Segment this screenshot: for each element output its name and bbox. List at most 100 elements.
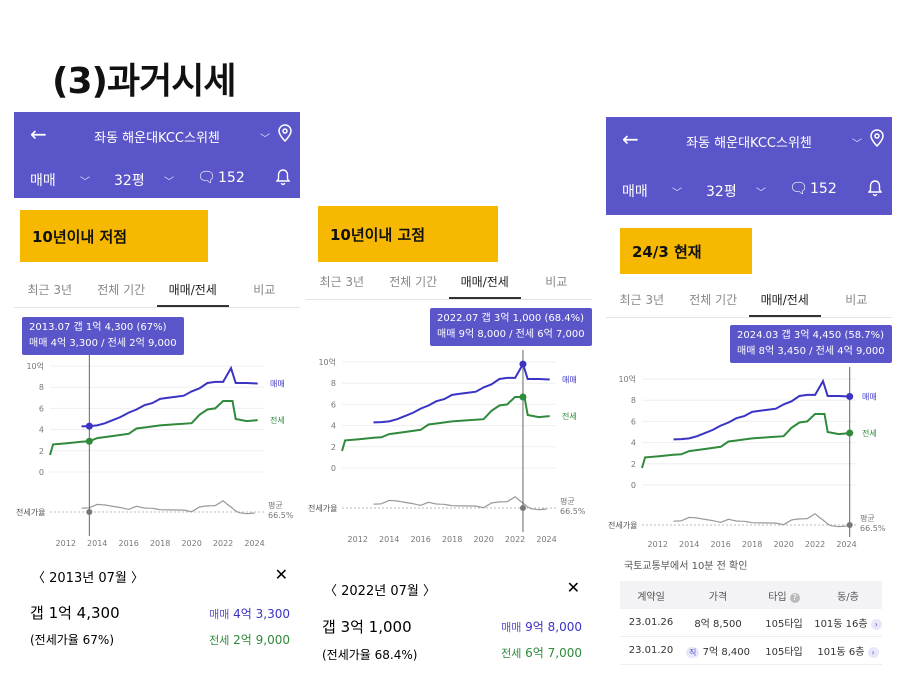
- x-tick-label: 2020: [773, 540, 793, 549]
- chevron-right-icon[interactable]: ›: [867, 647, 879, 658]
- tooltip-line-1: 2024.03 갭 3억 4,450 (58.7%): [737, 330, 885, 341]
- tab-all-period[interactable]: 전체 기간: [97, 283, 146, 297]
- ratio-line: [81, 499, 255, 515]
- x-tick-label: 2014: [87, 539, 107, 548]
- jeonse-marker: [85, 437, 93, 445]
- x-tick-label: 2018: [742, 540, 762, 549]
- y-tick-label: 2: [331, 443, 336, 452]
- tab-compare[interactable]: 비교: [253, 283, 276, 297]
- back-arrow-icon[interactable]: ←: [622, 127, 639, 151]
- jeonse-marker: [846, 429, 854, 437]
- jeonse-ratio: (전세가율 68.4%): [322, 648, 418, 662]
- y-tick-label: 2: [39, 447, 44, 456]
- table-row[interactable]: 23.01.26 8억 8,500 105타입 101동 16층 ›: [620, 609, 882, 637]
- col-date: 계약일: [637, 591, 665, 603]
- location-pin-icon[interactable]: [278, 124, 292, 142]
- size-select[interactable]: 32평: [114, 173, 145, 189]
- x-tick-label: 2018: [150, 539, 170, 548]
- apartment-name[interactable]: 좌동 해운대KCC스위첸: [94, 131, 220, 146]
- chevron-left-icon[interactable]: 〈: [32, 571, 50, 586]
- comment-icon[interactable]: 🗨: [197, 168, 217, 186]
- sale-marker: [846, 392, 854, 400]
- chart-tooltip: 2024.03 갭 3억 4,450 (58.7%) 매매 8억 3,450 /…: [730, 325, 892, 363]
- x-tick-label: 2020: [181, 539, 201, 548]
- chevron-right-icon[interactable]: 〉: [126, 571, 144, 586]
- tab-all-period[interactable]: 전체 기간: [389, 275, 438, 289]
- tab-recent-3y[interactable]: 최근 3년: [319, 275, 365, 289]
- trade-type-select[interactable]: 매매: [30, 173, 56, 189]
- series-label: 매매: [562, 375, 577, 384]
- comment-count[interactable]: 152: [810, 181, 837, 197]
- series-line-jeonse: [641, 413, 850, 469]
- tab-sale-jeonse[interactable]: 매매/전세: [449, 266, 521, 299]
- app-header: ← 좌동 해운대KCC스위첸 ﹀ 매매 ﹀ 32평 ﹀ 🗨 152: [14, 112, 300, 198]
- col-type[interactable]: 타입 ?: [754, 588, 814, 603]
- close-icon[interactable]: ✕: [274, 565, 288, 584]
- screenshot-panel-low: ← 좌동 해운대KCC스위첸 ﹀ 매매 ﹀ 32평 ﹀ 🗨 152 10년이내 …: [14, 112, 300, 672]
- trade-type-select[interactable]: 매매: [622, 184, 648, 200]
- series-label: 전세: [562, 411, 577, 421]
- tab-recent-3y[interactable]: 최근 3년: [619, 293, 665, 307]
- table-row[interactable]: 23.01.20 직 7억 8,400 105타입 101동 6층 ›: [620, 637, 882, 665]
- ratio-label: 전세가율: [16, 507, 45, 517]
- chevron-right-icon[interactable]: 〉: [418, 584, 436, 599]
- series-line-jeonse: [49, 400, 258, 456]
- back-arrow-icon[interactable]: ←: [30, 122, 47, 146]
- chevron-right-icon[interactable]: ›: [870, 619, 882, 630]
- jeonse-price-row: 전세 6억 7,000: [501, 646, 582, 660]
- screenshot-panel-high: 10년이내 고점 최근 3년 전체 기간 매매/전세 비교 2022.07 갭 …: [306, 198, 592, 668]
- page-title: (3)과거시세: [52, 61, 236, 102]
- jeonse-ratio: (전세가율 67%): [30, 633, 115, 647]
- location-pin-icon[interactable]: [870, 129, 884, 147]
- series-label: 전세: [862, 428, 877, 438]
- x-tick-label: 2012: [348, 535, 368, 544]
- x-tick-label: 2024: [836, 540, 856, 549]
- y-tick-label: 8: [631, 396, 636, 405]
- direct-trade-badge: 직: [686, 647, 700, 658]
- y-tick-label: 8: [331, 379, 336, 388]
- x-tick-label: 2022: [805, 540, 825, 549]
- series-line-sale: [373, 361, 550, 424]
- x-tick-label: 2024: [244, 539, 264, 548]
- tab-sale-jeonse[interactable]: 매매/전세: [749, 284, 821, 317]
- avg-label: 평균: [560, 496, 575, 506]
- series-line-sale: [81, 365, 258, 428]
- tab-recent-3y[interactable]: 최근 3년: [27, 283, 73, 297]
- tab-all-period[interactable]: 전체 기간: [689, 293, 738, 307]
- avg-label: 평균: [860, 513, 875, 523]
- help-icon[interactable]: ?: [789, 592, 800, 603]
- ratio-marker: [86, 509, 93, 515]
- gap-value: 갭 3억 1,000: [322, 618, 412, 636]
- tooltip-line-2: 매매 4억 3,300 / 전세 2억 9,000: [29, 338, 177, 349]
- tab-compare[interactable]: 비교: [845, 293, 868, 307]
- x-tick-label: 2014: [379, 535, 399, 544]
- comment-icon[interactable]: 🗨: [789, 179, 809, 197]
- price-chart[interactable]: 10억 8 6 4 2 0 2012 2014 2016 2018 2020 2022 2024 매매전세…: [306, 350, 592, 546]
- bell-icon[interactable]: [868, 179, 882, 197]
- price-chart[interactable]: 10억 8 6 4 2 0 2012 2014 2016 2018 2020 2022 2024 매매전세…: [14, 354, 300, 550]
- highlight-tag: 10년이내 고점: [318, 206, 498, 262]
- chevron-down-icon[interactable]: ﹀: [260, 134, 270, 145]
- tab-sale-jeonse[interactable]: 매매/전세: [157, 274, 229, 307]
- selected-month: 2013년 07월: [49, 571, 127, 586]
- x-tick-label: 2022: [505, 535, 525, 544]
- apartment-name[interactable]: 좌동 해운대KCC스위첸: [686, 136, 812, 151]
- y-tick-label: 6: [631, 417, 636, 426]
- chevron-left-icon[interactable]: 〈: [324, 584, 342, 599]
- y-tick-label: 10억: [618, 374, 636, 384]
- size-select[interactable]: 32평: [706, 184, 737, 200]
- jeonse-price-row: 전세 2억 9,000: [209, 633, 290, 647]
- close-icon[interactable]: ✕: [566, 578, 580, 597]
- col-floor: 동/층: [837, 591, 859, 603]
- y-tick-label: 6: [39, 404, 44, 413]
- bell-icon[interactable]: [276, 168, 290, 186]
- app-header: ← 좌동 해운대KCC스위첸 ﹀ 매매 ﹀ 32평 ﹀ 🗨 152: [606, 117, 892, 215]
- chevron-down-icon[interactable]: ﹀: [852, 139, 862, 150]
- table-header: 계약일 가격 타입 ? 동/층: [620, 581, 882, 609]
- chevron-down-icon: ﹀: [756, 188, 766, 199]
- chart-tabs: 최근 3년 전체 기간 매매/전세 비교: [14, 274, 300, 308]
- comment-count[interactable]: 152: [218, 170, 245, 186]
- tab-compare[interactable]: 비교: [545, 275, 568, 289]
- chart-tooltip: 2022.07 갭 3억 1,000 (68.4%) 매매 9억 8,000 /…: [430, 308, 592, 346]
- price-chart[interactable]: 10억 8 6 4 2 0 2012 2014 2016 2018 2020 2022 2024 매매전세…: [606, 367, 892, 551]
